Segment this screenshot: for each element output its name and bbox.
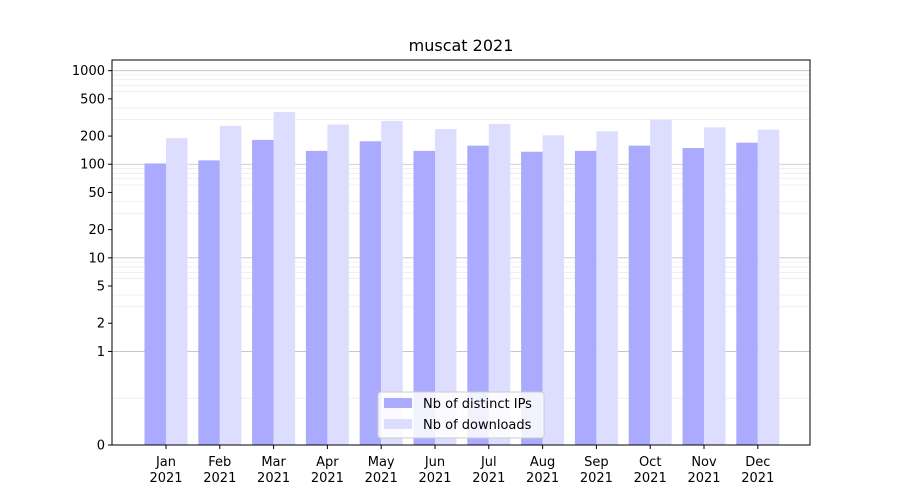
bars (144, 111, 780, 446)
bar-distinct-ips (467, 145, 489, 445)
bar-downloads (704, 127, 726, 445)
x-axis: Jan2021Feb2021Mar2021Apr2021May2021Jun20… (149, 445, 774, 486)
bar-distinct-ips (521, 151, 543, 445)
legend-label-downloads: Nb of downloads (423, 418, 532, 433)
x-tick-label-year: 2021 (365, 471, 398, 486)
x-tick-label-year: 2021 (580, 471, 613, 486)
x-tick-label-year: 2021 (634, 471, 667, 486)
plot-frame (111, 59, 811, 446)
x-tick-label-month: Oct (639, 455, 661, 470)
bar-downloads (596, 131, 618, 445)
y-tick-label: 10 (88, 251, 105, 266)
bar-distinct-ips (144, 163, 166, 445)
bar-distinct-ips (359, 141, 382, 446)
bar-distinct-ips (305, 150, 328, 445)
x-tick-label-year: 2021 (418, 471, 451, 486)
x-tick-label-year: 2021 (526, 471, 559, 486)
x-tick-label-month: Jan (155, 455, 176, 470)
bar-distinct-ips (413, 150, 435, 445)
bar-downloads (381, 120, 403, 445)
y-tick-label: 1 (97, 345, 105, 360)
chart-title: muscat 2021 (409, 36, 514, 55)
y-tick-label: 200 (80, 130, 105, 145)
bar-downloads (273, 111, 296, 446)
legend-label-distinct-ips: Nb of distinct IPs (423, 397, 532, 412)
bar-downloads (542, 135, 565, 445)
bar-distinct-ips (682, 148, 704, 445)
x-tick-label-year: 2021 (311, 471, 344, 486)
x-tick-label-year: 2021 (741, 471, 774, 486)
y-tick-label: 1000 (72, 64, 105, 79)
bar-downloads (435, 129, 457, 445)
x-tick-label-year: 2021 (203, 471, 236, 486)
y-tick-label: 100 (80, 158, 105, 173)
bar-distinct-ips (252, 139, 274, 445)
y-tick-label: 2 (97, 317, 105, 332)
x-tick-label-month: Feb (208, 455, 231, 470)
bar-distinct-ips (628, 145, 651, 445)
x-tick-label-month: Sep (584, 455, 609, 470)
x-tick-label-month: May (368, 455, 395, 470)
x-tick-label-month: Nov (691, 455, 717, 470)
y-tick-label: 0 (97, 439, 105, 454)
x-tick-label-year: 2021 (472, 471, 505, 486)
bar-downloads (327, 124, 349, 445)
legend-swatch-distinct-ips (384, 398, 412, 408)
x-tick-label-month: Mar (261, 455, 286, 470)
bar-distinct-ips (198, 160, 220, 445)
x-tick-label-month: Aug (530, 455, 555, 470)
x-tick-label-month: Jul (480, 455, 497, 470)
y-tick-label: 20 (88, 223, 105, 238)
y-tick-label: 5 (97, 280, 105, 295)
x-tick-label-month: Dec (745, 455, 770, 470)
y-tick-label: 50 (88, 186, 105, 201)
legend-swatch-downloads (384, 419, 412, 429)
legend-box (377, 391, 545, 439)
bar-downloads (488, 123, 511, 445)
bar-downloads (219, 125, 242, 445)
y-axis: 0 1 2 5 10 20 50 100 200 500 1000 (72, 64, 112, 454)
bar-downloads (650, 119, 672, 446)
legend: Nb of distinct IPs Nb of downloads (377, 391, 545, 439)
bar-distinct-ips (736, 142, 758, 445)
bar-downloads (757, 129, 780, 445)
x-tick-label-year: 2021 (687, 471, 720, 486)
bar-distinct-ips (574, 150, 597, 445)
y-tick-label: 500 (80, 92, 105, 107)
x-tick-label-year: 2021 (149, 471, 182, 486)
x-tick-label-month: Jun (424, 455, 445, 470)
bar-downloads (166, 138, 188, 446)
x-tick-label-month: Apr (316, 455, 339, 470)
x-tick-label-year: 2021 (257, 471, 290, 486)
